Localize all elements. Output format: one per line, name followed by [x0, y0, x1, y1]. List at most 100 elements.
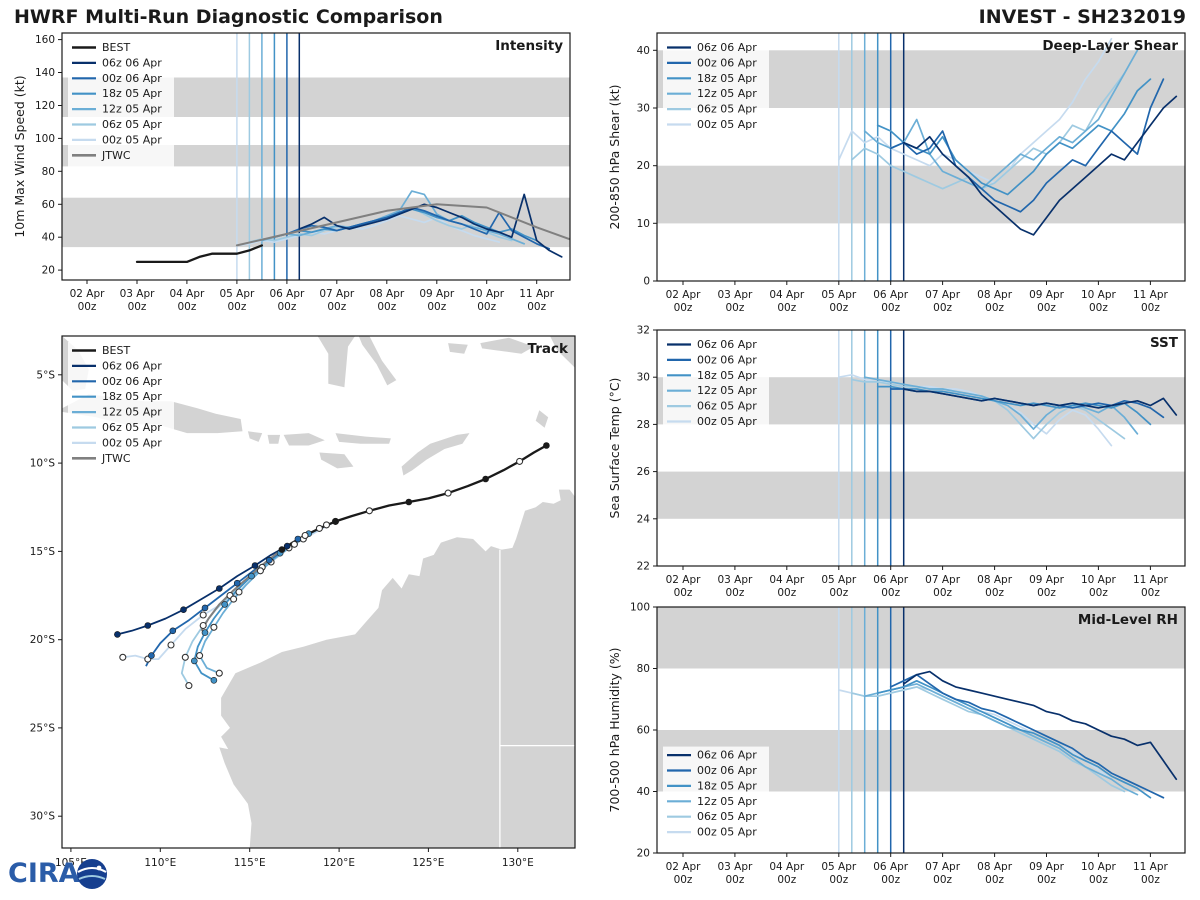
svg-text:00z: 00z	[327, 301, 346, 313]
svg-text:25°S: 25°S	[30, 722, 56, 734]
svg-text:Deep-Layer Shear: Deep-Layer Shear	[1042, 38, 1178, 54]
svg-text:00z 05 Apr: 00z 05 Apr	[697, 415, 757, 428]
svg-text:10: 10	[637, 218, 650, 230]
svg-text:32: 32	[637, 325, 650, 337]
svg-text:06z 06 Apr: 06z 06 Apr	[697, 41, 757, 54]
svg-text:20: 20	[42, 265, 55, 277]
svg-text:00z: 00z	[933, 587, 952, 599]
svg-text:06z 05 Apr: 06z 05 Apr	[697, 810, 757, 823]
svg-text:00z: 00z	[227, 301, 246, 313]
svg-text:115°E: 115°E	[234, 857, 266, 869]
svg-text:SST: SST	[1150, 335, 1179, 351]
svg-text:00z 05 Apr: 00z 05 Apr	[697, 118, 757, 131]
svg-text:04 Apr: 04 Apr	[769, 574, 805, 586]
svg-text:Mid-Level RH: Mid-Level RH	[1078, 612, 1178, 628]
svg-text:12z 05 Apr: 12z 05 Apr	[697, 384, 757, 397]
svg-text:00z: 00z	[1141, 587, 1160, 599]
svg-text:00z 05 Apr: 00z 05 Apr	[697, 826, 757, 839]
svg-text:08 Apr: 08 Apr	[977, 861, 1013, 873]
svg-text:700-500 hPa Humidity (%): 700-500 hPa Humidity (%)	[607, 647, 622, 812]
track-chart: 5°S 10°S 15°S 20°S 25°S 30°S 105°E 110°E 115°E 12…	[30, 335, 576, 869]
svg-text:00z 06 Apr: 00z 06 Apr	[697, 56, 757, 69]
svg-text:02 Apr: 02 Apr	[666, 861, 702, 873]
svg-text:80: 80	[637, 663, 650, 675]
svg-text:20: 20	[637, 160, 650, 172]
svg-text:00z: 00z	[277, 301, 296, 313]
svg-text:140: 140	[35, 67, 55, 79]
svg-text:06z 05 Apr: 06z 05 Apr	[102, 118, 162, 131]
svg-text:10 Apr: 10 Apr	[1081, 861, 1117, 873]
svg-text:00z: 00z	[933, 874, 952, 886]
svg-text:05 Apr: 05 Apr	[219, 288, 255, 300]
svg-text:03 Apr: 03 Apr	[717, 861, 753, 873]
svg-text:09 Apr: 09 Apr	[1029, 861, 1065, 873]
svg-text:06 Apr: 06 Apr	[269, 288, 305, 300]
svg-text:0: 0	[643, 276, 650, 288]
page-title: HWRF Multi-Run Diagnostic Comparison	[14, 6, 443, 28]
svg-text:05 Apr: 05 Apr	[821, 289, 857, 301]
svg-text:11 Apr: 11 Apr	[1133, 861, 1169, 873]
svg-text:00z: 00z	[985, 587, 1004, 599]
svg-text:100: 100	[35, 133, 55, 145]
svg-text:10°S: 10°S	[30, 458, 56, 470]
svg-text:00z: 00z	[933, 302, 952, 314]
svg-text:09 Apr: 09 Apr	[1029, 574, 1065, 586]
svg-text:125°E: 125°E	[412, 857, 444, 869]
svg-text:00z: 00z	[1089, 874, 1108, 886]
svg-text:00z: 00z	[78, 301, 97, 313]
svg-text:12z 05 Apr: 12z 05 Apr	[102, 406, 162, 419]
svg-text:22: 22	[637, 561, 650, 573]
svg-text:00z: 00z	[377, 301, 396, 313]
svg-text:06z 06 Apr: 06z 06 Apr	[102, 359, 162, 372]
svg-text:00z: 00z	[1089, 302, 1108, 314]
cira-logo-text: CIRA	[8, 858, 80, 889]
svg-text:00z: 00z	[1089, 587, 1108, 599]
svg-text:03 Apr: 03 Apr	[717, 289, 753, 301]
svg-text:00z 06 Apr: 00z 06 Apr	[102, 375, 162, 388]
svg-text:08 Apr: 08 Apr	[977, 574, 1013, 586]
svg-text:10 Apr: 10 Apr	[469, 288, 505, 300]
svg-text:11 Apr: 11 Apr	[1133, 574, 1169, 586]
svg-text:18z 05 Apr: 18z 05 Apr	[102, 87, 162, 100]
svg-text:40: 40	[637, 786, 650, 798]
svg-text:06 Apr: 06 Apr	[873, 861, 909, 873]
svg-text:06z 06 Apr: 06z 06 Apr	[697, 338, 757, 351]
svg-text:00z: 00z	[1037, 587, 1056, 599]
svg-text:08 Apr: 08 Apr	[977, 289, 1013, 301]
storm-id-title: INVEST - SH232019	[978, 6, 1186, 28]
svg-text:04 Apr: 04 Apr	[769, 289, 805, 301]
svg-text:20: 20	[637, 848, 650, 860]
svg-text:18z 05 Apr: 18z 05 Apr	[697, 72, 757, 85]
svg-text:00z: 00z	[881, 874, 900, 886]
svg-text:00z 06 Apr: 00z 06 Apr	[697, 353, 757, 366]
svg-text:00z: 00z	[881, 302, 900, 314]
svg-text:09 Apr: 09 Apr	[419, 288, 455, 300]
svg-text:160: 160	[35, 34, 55, 46]
svg-text:00z: 00z	[829, 587, 848, 599]
svg-text:00z: 00z	[725, 874, 744, 886]
svg-text:Sea Surface Temp (°C): Sea Surface Temp (°C)	[607, 378, 622, 519]
svg-text:00z: 00z	[829, 874, 848, 886]
svg-text:00z: 00z	[1141, 302, 1160, 314]
svg-text:30: 30	[637, 103, 650, 115]
svg-text:30°S: 30°S	[30, 811, 56, 823]
svg-text:08 Apr: 08 Apr	[369, 288, 405, 300]
svg-text:00z: 00z	[881, 587, 900, 599]
svg-text:00z: 00z	[477, 301, 496, 313]
svg-text:Intensity: Intensity	[495, 38, 563, 54]
svg-text:110°E: 110°E	[144, 857, 176, 869]
svg-text:18z 05 Apr: 18z 05 Apr	[697, 779, 757, 792]
svg-text:120°E: 120°E	[323, 857, 355, 869]
svg-text:06z 05 Apr: 06z 05 Apr	[102, 421, 162, 434]
svg-text:130°E: 130°E	[502, 857, 534, 869]
svg-text:40: 40	[42, 232, 55, 244]
svg-text:00z: 00z	[427, 301, 446, 313]
svg-text:07 Apr: 07 Apr	[925, 289, 961, 301]
svg-text:00z: 00z	[777, 302, 796, 314]
svg-text:12z 05 Apr: 12z 05 Apr	[102, 103, 162, 116]
svg-text:00z: 00z	[674, 302, 693, 314]
svg-text:00z: 00z	[128, 301, 147, 313]
